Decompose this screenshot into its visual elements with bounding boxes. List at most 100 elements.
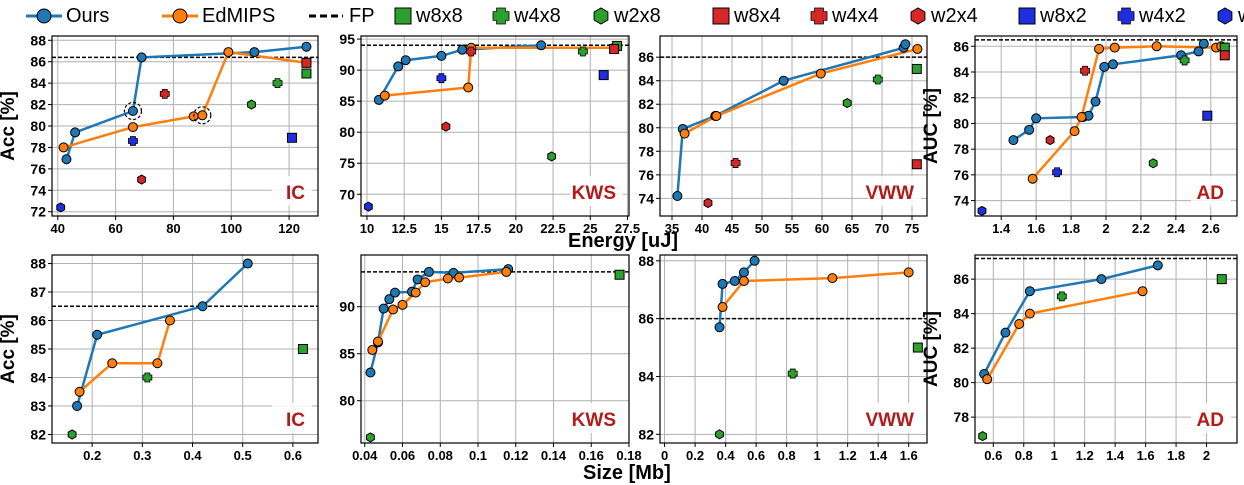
- marker-w2x4: [703, 198, 713, 209]
- legend-label: w2x2: [1238, 5, 1244, 28]
- point-edmips: [397, 299, 408, 310]
- highlight-circle: [193, 106, 212, 125]
- legend-label: w4x2: [1139, 4, 1186, 27]
- point-edmips: [1014, 318, 1025, 329]
- point-edmips: [501, 266, 512, 277]
- y-tick-label: 80: [953, 375, 969, 391]
- y-tick-label: 90: [339, 299, 355, 315]
- point-edmips: [127, 122, 138, 133]
- marker-w8x8: [297, 344, 308, 354]
- task-tag: AD: [1197, 183, 1224, 204]
- point-ours: [1096, 274, 1107, 285]
- point-ours: [1152, 260, 1163, 271]
- x-tick-label: 1.8: [1062, 221, 1080, 236]
- marker-w8x8: [912, 342, 923, 353]
- point-ours: [738, 267, 749, 278]
- point-ours: [900, 39, 911, 50]
- series-line-ours: [65, 45, 307, 160]
- legend-symbol-w4x4: [810, 7, 828, 25]
- legend-label: Ours: [66, 4, 110, 27]
- point-edmips: [711, 111, 722, 121]
- series-line-ours: [676, 43, 907, 197]
- plot-frame: [360, 35, 630, 217]
- marker-w2x8: [715, 429, 724, 440]
- series-line-edmips: [78, 320, 172, 393]
- y-tick-label: 83: [30, 398, 46, 414]
- point-edmips: [463, 82, 474, 93]
- marker-w2x2: [56, 202, 66, 213]
- marker-w2x4: [1045, 135, 1055, 146]
- legend-marker-w2x8: [593, 7, 609, 25]
- point-ours: [749, 255, 760, 266]
- point-edmips: [679, 128, 690, 139]
- point-edmips: [454, 272, 465, 283]
- x-tick-label: 0.3: [133, 448, 151, 463]
- series-line-ours: [75, 262, 249, 407]
- legend-label: w8x2: [1040, 4, 1087, 27]
- task-tag: VWW: [865, 410, 914, 431]
- x-tick-label: 12.5: [392, 221, 417, 236]
- x-tick-label: 15: [434, 221, 448, 236]
- x-tick-label: 1.4: [1106, 448, 1125, 463]
- y-tick-label: 82: [638, 96, 654, 112]
- x-tick-label: 1.2: [1076, 448, 1094, 463]
- legend-label: w4x8: [514, 4, 561, 27]
- panel-energy-ic: 40 60 80 100 120 72 74 76 78 80 82 84 86 88 Acc [%] IC: [0, 32, 319, 236]
- y-tick-label: 90: [339, 62, 355, 78]
- y-tick-label: 87: [30, 284, 46, 300]
- marker-w8x8: [911, 63, 922, 74]
- marker-w8x8: [614, 269, 625, 280]
- y-tick-label: 74: [953, 193, 969, 209]
- marker-w8x2: [1202, 110, 1213, 121]
- x-tick-label: 40: [51, 221, 65, 236]
- point-edmips: [815, 68, 826, 79]
- y-tick-label: 85: [339, 93, 355, 109]
- y-axis-label: Acc [%]: [0, 91, 19, 161]
- point-ours: [714, 322, 725, 333]
- task-tag: IC: [286, 410, 305, 431]
- legend-symbol-w2x2: [1217, 7, 1233, 25]
- x-tick-label: 70: [875, 221, 889, 236]
- x-tick-label: 0.4: [183, 448, 202, 463]
- x-tick-label: 2: [1102, 221, 1109, 236]
- task-tag-bg: [272, 403, 312, 433]
- point-ours: [672, 191, 683, 201]
- y-tick-label: 82: [30, 426, 46, 442]
- y-tick-label: 78: [953, 409, 969, 425]
- legend-item-w8x2: w8x2: [1018, 2, 1087, 30]
- y-tick-label: 80: [30, 118, 46, 134]
- point-ours: [249, 47, 260, 58]
- legend-marker-w2x2: [1217, 7, 1233, 25]
- marker-w4x2: [436, 73, 447, 84]
- panel-size-ic: 0.2 0.3 0.4 0.5 0.6 82 83 84 85 86 87 88 Acc [%] IC: [0, 254, 319, 463]
- point-edmips: [1069, 126, 1080, 137]
- point-edmips: [197, 110, 208, 121]
- point-edmips: [223, 47, 234, 58]
- task-tag-bg: [868, 403, 921, 433]
- task-tag-bg: [570, 403, 623, 433]
- point-edmips: [1109, 42, 1120, 53]
- marker-w2x2: [364, 201, 373, 212]
- energy-axis-title: Energy [uJ]: [568, 230, 679, 252]
- marker-w2x8: [366, 432, 375, 443]
- marker-w4x4: [159, 88, 170, 99]
- y-tick-label: 82: [30, 97, 46, 113]
- point-edmips: [152, 358, 163, 369]
- point-edmips: [738, 276, 749, 287]
- x-tick-label: 0.6: [284, 448, 302, 463]
- x-tick-label: 0.14: [541, 448, 567, 463]
- marker-w2x8: [842, 98, 852, 109]
- task-tag: AD: [1197, 410, 1224, 431]
- panel-size-vww: 0 0.2 0.4 0.6 0.8 1 1.2 1.4 1.6 82 84 86 88 VWW: [638, 253, 928, 463]
- y-tick-label: 78: [953, 141, 969, 157]
- marker-w4x8: [1179, 55, 1190, 66]
- marker-w8x2: [286, 132, 297, 143]
- legend-symbol-w8x8: [394, 7, 412, 25]
- point-ours: [729, 276, 740, 287]
- y-tick-label: 74: [30, 182, 46, 198]
- x-tick-label: 25: [583, 221, 597, 236]
- y-tick-label: 80: [339, 393, 355, 409]
- series-line-ours: [718, 259, 756, 328]
- point-ours: [1024, 286, 1035, 297]
- legend-marker-w4x4: [810, 7, 828, 25]
